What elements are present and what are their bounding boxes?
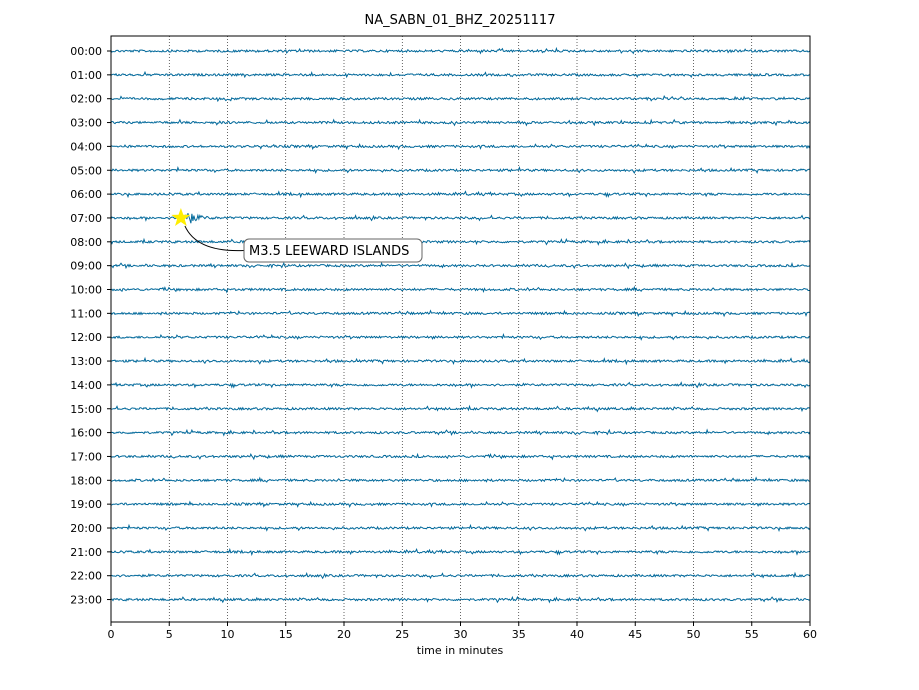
trace-line <box>110 143 811 151</box>
trace-line <box>110 428 811 437</box>
y-tick-label: 05:00 <box>70 164 102 177</box>
trace-group <box>110 46 811 604</box>
trace-line <box>110 452 811 461</box>
trace-line <box>110 356 811 366</box>
y-tick-label: 12:00 <box>70 331 102 344</box>
x-tick-label: 40 <box>570 628 584 641</box>
grid-lines <box>168 36 753 622</box>
y-tick-label: 16:00 <box>70 427 102 440</box>
y-tick-label: 22:00 <box>70 570 102 583</box>
x-tick-label: 60 <box>803 628 817 641</box>
trace-line <box>110 404 811 413</box>
y-axis-ticks: 00:00 01:00 02:00 03:00 04:00 05:00 06:00 07:00… <box>70 45 111 607</box>
trace-line <box>110 237 811 246</box>
chart-title: NA_SABN_01_BHZ_20251117 <box>365 13 556 28</box>
x-tick-label: 45 <box>628 628 642 641</box>
trace-line <box>110 333 811 341</box>
x-tick-label: 0 <box>108 628 115 641</box>
trace-line <box>110 547 811 557</box>
y-tick-label: 09:00 <box>70 260 102 273</box>
trace-line <box>110 571 811 580</box>
y-tick-label: 01:00 <box>70 69 102 82</box>
y-tick-label: 07:00 <box>70 212 102 225</box>
event-annotation-group: M3.5 LEEWARD ISLANDS <box>171 208 423 263</box>
trace-line <box>110 523 811 533</box>
event-star-marker <box>171 208 191 226</box>
y-tick-label: 06:00 <box>70 188 102 201</box>
trace-line <box>110 476 810 483</box>
annotation-arrow <box>184 225 245 252</box>
y-tick-label: 00:00 <box>70 45 102 58</box>
trace-line <box>110 70 811 79</box>
y-tick-label: 02:00 <box>70 93 102 106</box>
trace-line <box>110 285 810 294</box>
y-tick-label: 15:00 <box>70 403 102 416</box>
y-tick-label: 23:00 <box>70 594 102 607</box>
y-tick-label: 10:00 <box>70 284 102 297</box>
x-tick-label: 30 <box>454 628 468 641</box>
trace-line <box>110 46 811 55</box>
event-label: M3.5 LEEWARD ISLANDS <box>249 244 409 259</box>
annotation-box <box>243 238 423 263</box>
trace-line <box>110 95 811 103</box>
y-tick-label: 20:00 <box>70 522 102 535</box>
y-tick-label: 11:00 <box>70 307 102 320</box>
trace-line <box>110 166 811 174</box>
y-tick-label: 18:00 <box>70 474 102 487</box>
x-tick-label: 25 <box>395 628 409 641</box>
trace-line <box>110 309 811 318</box>
x-tick-label: 50 <box>687 628 701 641</box>
x-tick-label: 10 <box>221 628 235 641</box>
x-axis-label: time in minutes <box>417 644 504 657</box>
x-tick-label: 35 <box>512 628 526 641</box>
trace-line <box>110 118 811 127</box>
trace-line <box>110 213 811 224</box>
x-tick-label: 20 <box>337 628 351 641</box>
y-tick-label: 14:00 <box>70 379 102 392</box>
trace-line <box>110 381 811 389</box>
trace-line <box>110 595 811 604</box>
trace-line <box>110 261 811 270</box>
y-tick-label: 03:00 <box>70 117 102 130</box>
trace-line <box>110 500 811 509</box>
x-axis-ticks: 0 5 10 15 20 25 30 35 40 45 50 55 60 <box>108 622 817 641</box>
y-tick-label: 08:00 <box>70 236 102 249</box>
y-tick-label: 04:00 <box>70 140 102 153</box>
y-tick-label: 21:00 <box>70 546 102 559</box>
y-tick-label: 19:00 <box>70 498 102 511</box>
y-tick-label: 17:00 <box>70 450 102 463</box>
x-tick-label: 5 <box>166 628 173 641</box>
trace-line <box>110 190 811 199</box>
y-tick-label: 13:00 <box>70 355 102 368</box>
x-tick-label: 15 <box>279 628 293 641</box>
x-tick-label: 55 <box>745 628 759 641</box>
